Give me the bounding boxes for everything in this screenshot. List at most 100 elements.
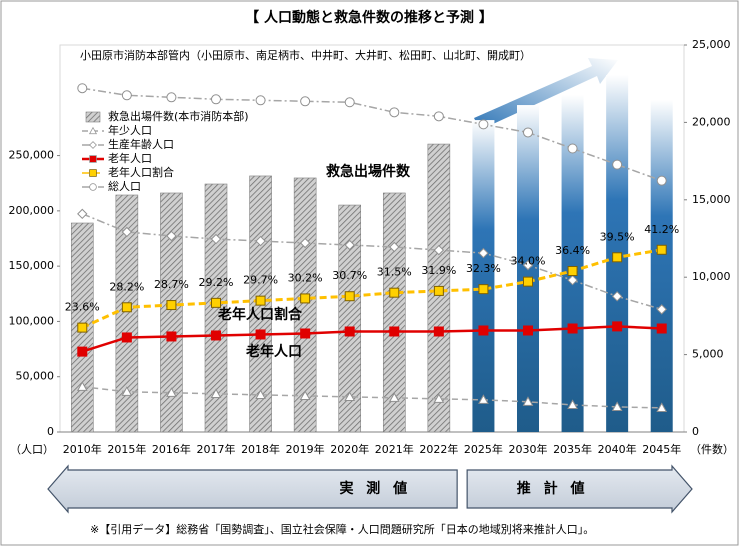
marker bbox=[166, 331, 177, 342]
x-tick-label: 2022年 bbox=[419, 442, 458, 456]
data-label: 31.5% bbox=[377, 266, 412, 279]
marker bbox=[567, 266, 578, 277]
series-line bbox=[81, 325, 662, 353]
series-line bbox=[81, 248, 662, 329]
marker bbox=[210, 388, 222, 398]
marker bbox=[389, 326, 400, 337]
marker bbox=[433, 111, 444, 122]
legend-marker bbox=[89, 183, 97, 191]
marker bbox=[478, 325, 489, 336]
marker bbox=[612, 321, 623, 332]
marker bbox=[77, 208, 88, 220]
marker bbox=[656, 244, 667, 255]
legend-marker bbox=[89, 155, 97, 163]
marker bbox=[433, 326, 444, 337]
marker bbox=[255, 235, 266, 247]
data-label: 28.7% bbox=[154, 278, 189, 291]
marker bbox=[166, 230, 177, 242]
bar bbox=[382, 192, 406, 433]
marker bbox=[656, 402, 668, 412]
bar bbox=[204, 183, 228, 433]
marker bbox=[121, 90, 132, 101]
marker bbox=[166, 387, 177, 397]
bar bbox=[650, 99, 673, 432]
marker bbox=[166, 92, 177, 103]
marker bbox=[255, 329, 266, 340]
x-tick-label: 2018年 bbox=[241, 442, 280, 456]
legend-swatch bbox=[85, 111, 101, 123]
x-tick-label: 2021年 bbox=[375, 442, 414, 456]
marker bbox=[656, 323, 667, 334]
marker bbox=[389, 107, 400, 118]
marker bbox=[121, 226, 133, 238]
marker bbox=[299, 237, 311, 249]
legend-label: 生産年齢人口 bbox=[108, 137, 174, 151]
legend-label: 老年人口割合 bbox=[108, 165, 174, 179]
series-line bbox=[82, 87, 662, 182]
marker bbox=[389, 287, 400, 298]
x-tick-label: 2030年 bbox=[509, 442, 548, 456]
marker bbox=[255, 389, 266, 399]
legend-marker bbox=[89, 141, 97, 149]
y2-tick-label: 25,000 bbox=[692, 38, 731, 51]
marker bbox=[522, 259, 534, 271]
marker bbox=[611, 401, 623, 412]
x-tick-label: 2015年 bbox=[107, 442, 146, 456]
marker bbox=[211, 330, 221, 341]
bar bbox=[338, 204, 362, 433]
marker bbox=[344, 239, 355, 251]
series-line bbox=[82, 386, 662, 409]
chart-title: 【 人口動態と救急件数の推移と予測 】 bbox=[245, 9, 493, 26]
x-tick-label: 2045年 bbox=[642, 442, 681, 456]
data-label: 34.0% bbox=[511, 255, 546, 268]
period-label: 実 測 値 bbox=[339, 480, 411, 497]
legend-label: 救急出場件数(本市消防本部) bbox=[108, 109, 249, 123]
marker bbox=[567, 143, 578, 154]
y-tick-label: 0 bbox=[47, 425, 54, 438]
marker bbox=[612, 252, 623, 263]
y2-tick-label: 5,000 bbox=[692, 348, 724, 361]
marker bbox=[77, 322, 88, 333]
marker bbox=[523, 325, 533, 336]
marker bbox=[255, 95, 266, 106]
marker bbox=[344, 391, 356, 401]
marker bbox=[656, 304, 667, 315]
data-label: 36.4% bbox=[555, 244, 590, 257]
marker bbox=[612, 159, 623, 170]
marker bbox=[478, 284, 489, 295]
marker bbox=[121, 386, 133, 396]
y2-tick-label: 20,000 bbox=[692, 115, 731, 128]
y-tick-label: 250,000 bbox=[9, 149, 55, 162]
y-axis-label: （人口） bbox=[10, 443, 54, 456]
marker bbox=[344, 97, 355, 108]
marker bbox=[523, 276, 533, 287]
x-tick-label: 2040年 bbox=[598, 442, 637, 456]
marker bbox=[300, 293, 311, 304]
marker bbox=[211, 297, 221, 308]
data-label: 28.2% bbox=[109, 280, 144, 293]
period-label: 推 計 値 bbox=[517, 480, 589, 497]
data-label: 32.3% bbox=[466, 262, 501, 275]
marker bbox=[567, 399, 578, 410]
y-tick-label: 150,000 bbox=[9, 259, 55, 272]
marker bbox=[77, 346, 88, 357]
trend-arrow bbox=[474, 58, 618, 130]
annotation: 救急出場件数 bbox=[326, 163, 411, 180]
marker bbox=[121, 332, 132, 343]
x-tick-label: 2010年 bbox=[63, 442, 102, 456]
x-tick-label: 2025年 bbox=[464, 442, 503, 456]
marker bbox=[300, 328, 311, 339]
marker bbox=[389, 241, 400, 253]
marker bbox=[478, 394, 489, 404]
legend-label: 老年人口 bbox=[108, 151, 152, 165]
data-label: 29.7% bbox=[243, 274, 278, 287]
y-tick-label: 200,000 bbox=[9, 204, 55, 217]
marker bbox=[433, 244, 445, 256]
marker bbox=[433, 285, 444, 296]
bar bbox=[472, 120, 495, 432]
marker bbox=[77, 83, 88, 94]
data-label: 31.9% bbox=[421, 264, 456, 277]
marker bbox=[210, 233, 222, 245]
marker bbox=[121, 302, 132, 313]
